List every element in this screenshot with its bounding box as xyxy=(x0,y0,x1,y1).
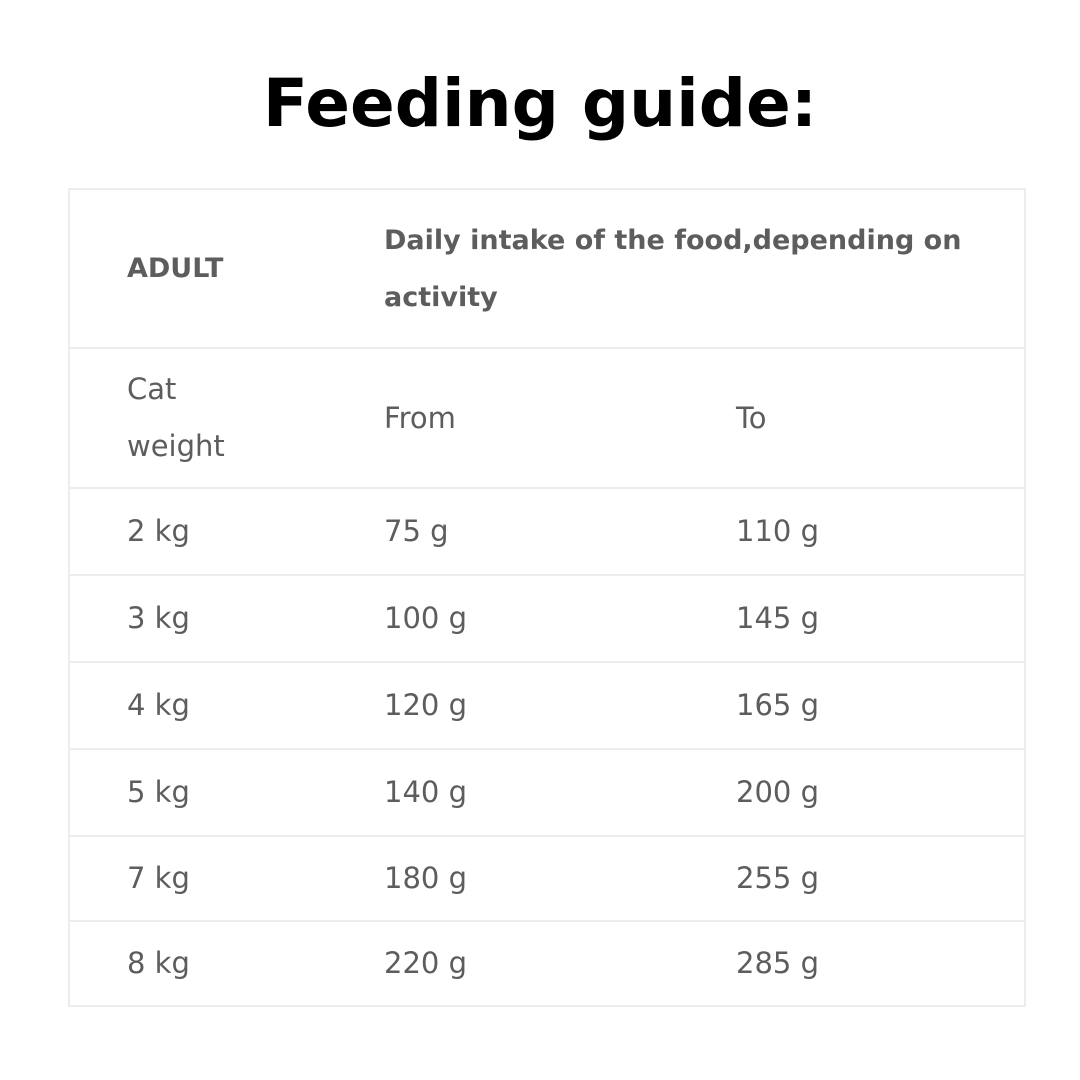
header-daily-intake: Daily intake of the food,depending on ac… xyxy=(384,224,962,313)
cell-to: 285 g xyxy=(736,946,819,980)
cell-weight: 2 kg xyxy=(127,514,190,548)
cell-to: 145 g xyxy=(736,601,819,635)
table-row: 7 kg 180 g 255 g xyxy=(70,835,1024,920)
cell-weight: 8 kg xyxy=(127,946,190,980)
subheader-cat-weight: Cat weight xyxy=(127,372,225,463)
header-adult: ADULT xyxy=(127,253,224,284)
cell-weight: 4 kg xyxy=(127,688,190,722)
page-title: Feeding guide: xyxy=(262,65,818,142)
cell-from: 120 g xyxy=(384,688,467,722)
subheader-to: To xyxy=(736,400,767,435)
cell-weight: 7 kg xyxy=(127,861,190,895)
table-row: 2 kg 75 g 110 g xyxy=(70,487,1024,574)
feeding-table: ADULT Daily intake of the food,depending… xyxy=(68,188,1026,1007)
cell-from: 140 g xyxy=(384,775,467,809)
cell-from: 100 g xyxy=(384,601,467,635)
table-row: 3 kg 100 g 145 g xyxy=(70,574,1024,661)
cell-weight: 3 kg xyxy=(127,601,190,635)
cell-from: 180 g xyxy=(384,861,467,895)
cell-to: 110 g xyxy=(736,514,819,548)
cell-from: 75 g xyxy=(384,514,449,548)
table-header-row: ADULT Daily intake of the food,depending… xyxy=(70,190,1024,347)
table-subheader-row: Cat weight From To xyxy=(70,347,1024,487)
table-row: 5 kg 140 g 200 g xyxy=(70,748,1024,835)
cell-to: 165 g xyxy=(736,688,819,722)
cell-weight: 5 kg xyxy=(127,775,190,809)
cell-from: 220 g xyxy=(384,946,467,980)
cell-to: 255 g xyxy=(736,861,819,895)
subheader-from: From xyxy=(384,400,456,435)
cell-to: 200 g xyxy=(736,775,819,809)
table-row: 8 kg 220 g 285 g xyxy=(70,920,1024,1005)
table-row: 4 kg 120 g 165 g xyxy=(70,661,1024,748)
